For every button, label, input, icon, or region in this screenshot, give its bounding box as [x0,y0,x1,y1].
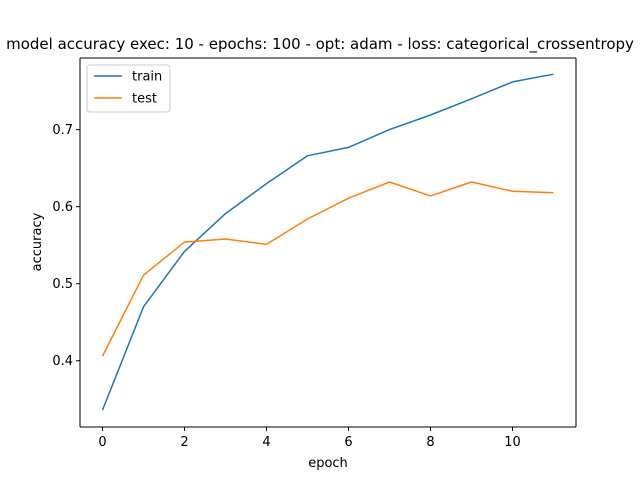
y-tick-label: 0.6 [52,200,73,215]
series-line-train [101,73,554,411]
x-tick-label: 2 [180,435,188,450]
y-axis-label: accuracy [30,212,45,271]
series-line-test [101,181,554,357]
x-tick-label: 10 [504,435,521,450]
x-tick-label: 6 [344,435,352,450]
axes-frame [79,57,577,428]
plot-frame [80,58,576,427]
legend: train test [86,64,171,113]
chart-title: model accuracy exec: 10 - epochs: 100 - … [6,35,634,54]
series-layer [101,73,554,411]
x-tick-label: 8 [426,435,434,450]
plot-area [80,58,576,427]
legend-label-train: train [132,70,162,85]
y-tick-label: 0.4 [52,354,73,369]
legend-label-test: test [132,92,157,107]
x-axis-ticks: 0 2 4 6 8 10 [98,427,521,450]
y-tick-label: 0.7 [52,123,73,138]
x-axis-label: epoch [308,456,348,471]
x-tick-label: 4 [262,435,270,450]
x-tick-label: 0 [98,435,106,450]
y-tick-label: 0.5 [52,277,73,292]
y-axis-ticks: 0.4 0.5 0.6 0.7 [52,123,80,369]
